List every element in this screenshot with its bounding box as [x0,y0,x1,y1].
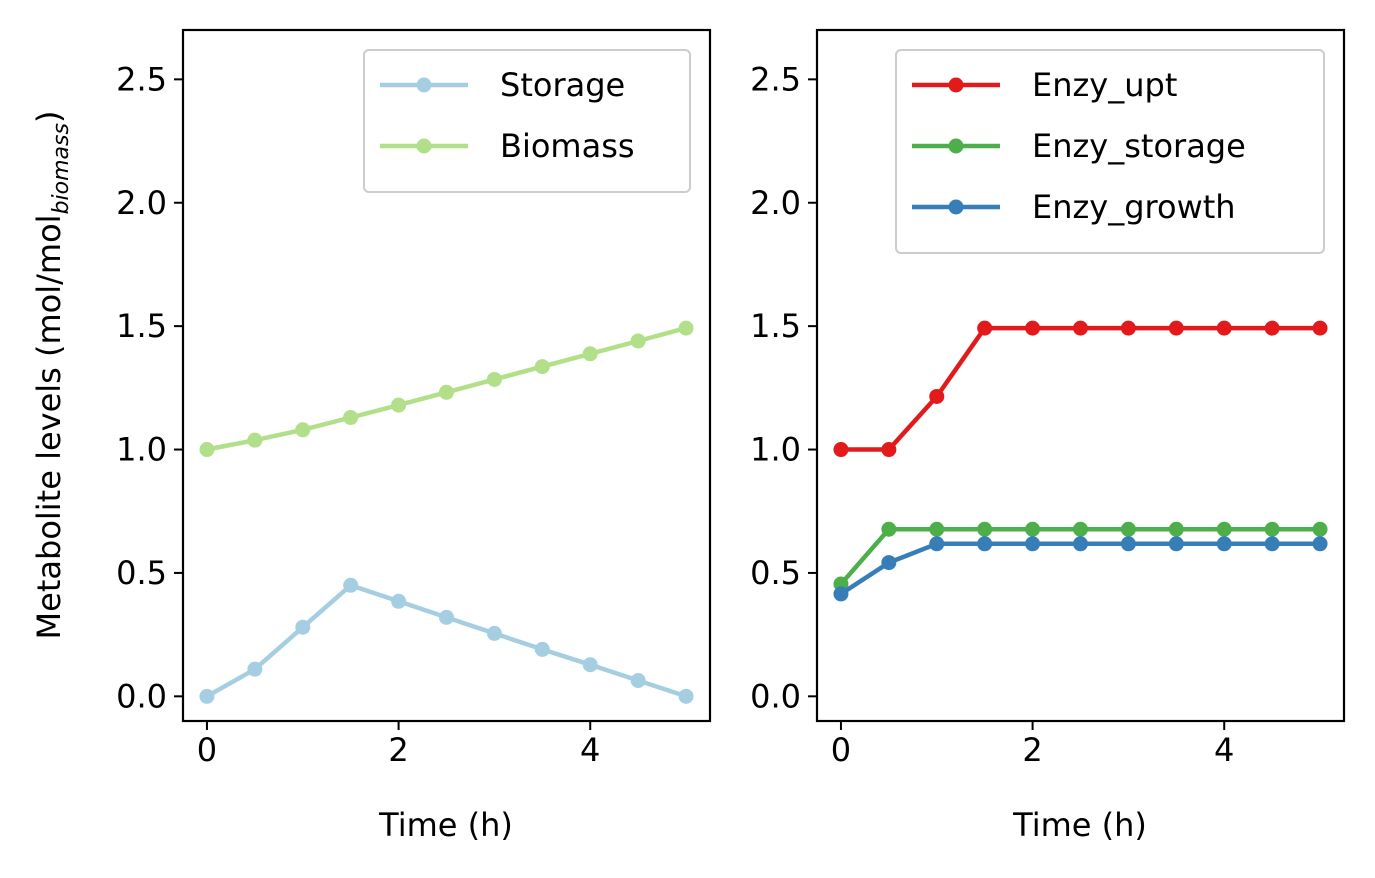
legend-marker-enzy-upt [949,78,964,93]
data-point-storage [631,673,646,688]
data-point-biomass [583,346,598,361]
data-point-storage [679,689,694,704]
data-point-biomass [247,433,262,448]
legend-marker-storage [417,78,432,93]
data-point-enzy-storage [1265,522,1280,537]
left-x-tick-label: 4 [580,731,600,769]
right-x-tick-label: 4 [1214,731,1234,769]
right-y-tick-label: 0.5 [750,554,801,592]
data-point-enzy-upt [1217,321,1232,336]
data-point-enzy-storage [1025,522,1040,537]
data-point-enzy-storage [1313,522,1328,537]
data-point-storage [343,578,358,593]
left-y-tick-label: 0.5 [116,554,167,592]
data-point-biomass [199,442,214,457]
data-point-enzy-upt [1169,321,1184,336]
data-point-enzy-upt [881,442,896,457]
data-point-enzy-upt [1313,321,1328,336]
data-point-enzy-growth [833,586,848,601]
data-point-enzy-growth [1313,536,1328,551]
data-point-enzy-growth [929,536,944,551]
data-point-storage [535,642,550,657]
left-y-tick-label: 2.0 [116,184,167,222]
data-point-biomass [631,333,646,348]
data-point-enzy-growth [1265,536,1280,551]
data-point-enzy-storage [1217,522,1232,537]
data-point-enzy-storage [881,522,896,537]
data-point-storage [295,620,310,635]
data-point-storage [487,626,502,641]
left-y-tick-label: 1.5 [116,307,167,345]
data-point-enzy-upt [1265,321,1280,336]
left-y-tick-label: 2.5 [116,60,167,98]
data-point-enzy-growth [977,536,992,551]
data-point-enzy-growth [881,555,896,570]
left-y-tick-label: 1.0 [116,431,167,469]
data-point-biomass [391,398,406,413]
data-point-enzy-upt [977,321,992,336]
data-point-biomass [343,410,358,425]
data-point-enzy-upt [833,442,848,457]
right-y-tick-label: 0.0 [750,677,801,715]
legend-label-storage: Storage [500,66,625,104]
data-point-enzy-growth [1169,536,1184,551]
left-x-axis-label: Time (h) [378,806,513,844]
data-point-biomass [439,385,454,400]
right-y-tick-label: 1.5 [750,307,801,345]
right-y-tick-label: 2.0 [750,184,801,222]
left-x-tick-label: 2 [388,731,408,769]
legend-label-enzy-storage: Enzy_storage [1032,127,1246,165]
data-point-enzy-storage [1121,522,1136,537]
right-y-tick-label: 2.5 [750,60,801,98]
data-point-enzy-upt [1121,321,1136,336]
data-point-enzy-growth [1073,536,1088,551]
data-point-enzy-growth [1121,536,1136,551]
legend-label-enzy-upt: Enzy_upt [1032,66,1177,104]
data-point-enzy-upt [929,389,944,404]
data-point-enzy-growth [1025,536,1040,551]
data-point-storage [391,594,406,609]
data-point-storage [199,689,214,704]
data-point-biomass [295,422,310,437]
data-point-storage [583,657,598,672]
data-point-enzy-storage [1169,522,1184,537]
right-x-tick-label: 0 [831,731,851,769]
right-x-tick-label: 2 [1022,731,1042,769]
data-point-biomass [679,321,694,336]
data-point-enzy-storage [1073,522,1088,537]
left-y-tick-label: 0.0 [116,677,167,715]
data-point-storage [439,610,454,625]
data-point-enzy-upt [1025,321,1040,336]
right-x-axis-label: Time (h) [1012,806,1147,844]
left-x-tick-label: 0 [197,731,217,769]
data-point-storage [247,662,262,677]
data-point-enzy-growth [1217,536,1232,551]
data-point-enzy-storage [929,522,944,537]
data-point-enzy-storage [977,522,992,537]
legend-marker-enzy-growth [949,200,964,215]
legend-label-enzy-growth: Enzy_growth [1032,188,1236,226]
data-point-biomass [487,372,502,387]
legend-marker-biomass [417,139,432,154]
right-y-tick-label: 1.0 [750,431,801,469]
legend-label-biomass: Biomass [500,127,635,165]
data-point-enzy-upt [1073,321,1088,336]
data-point-biomass [535,359,550,374]
legend-marker-enzy-storage [949,139,964,154]
